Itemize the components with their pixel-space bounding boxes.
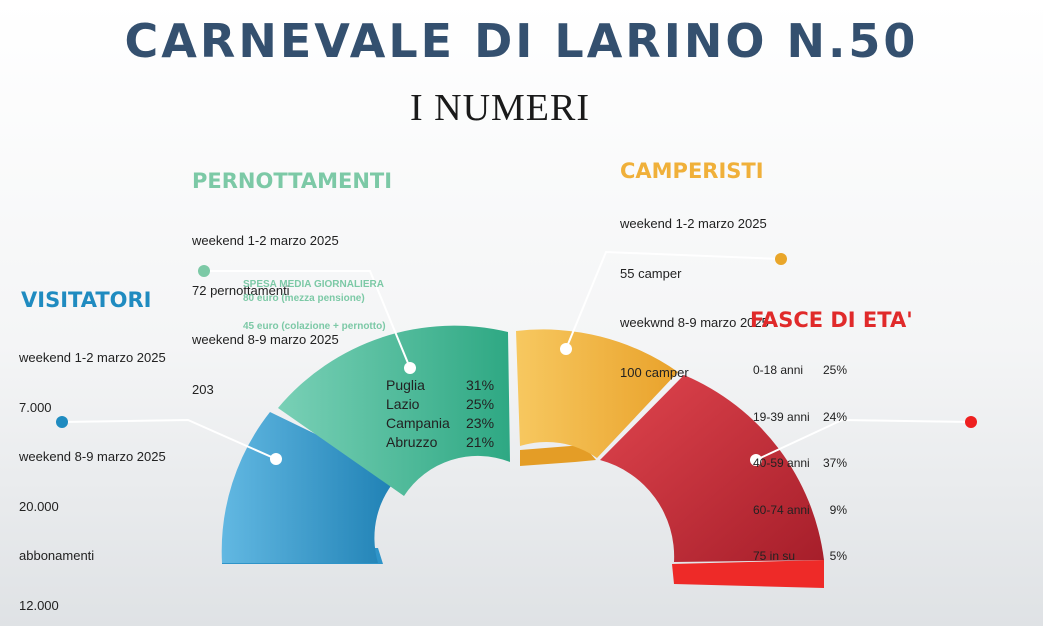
fasce-value: 24% [822,409,847,424]
region-name: Abruzzo [386,434,438,450]
visitatori-dot [56,416,68,428]
pernottamenti-segment [278,325,510,496]
pernottamenti-line: weekend 8-9 marzo 2025 [192,332,339,347]
fasce-row: 0-18 anni 25% [753,363,847,379]
camperisti-heading: CAMPERISTI [620,159,764,183]
fasce-label: 0-18 anni [753,363,804,377]
visitatori-heading: VISITATORI [21,288,152,312]
visitatori-line: 12.000 [19,597,59,613]
camperisti-connector [565,250,782,350]
fasce-list: 0-18 anni 25% 19-39 anni 24% 40-59 anni … [753,332,847,580]
region-name: Campania [386,415,450,431]
pernottamenti-anchor [404,362,416,374]
fasce-connector [755,418,972,461]
camperisti-details: weekend 1-2 marzo 2025 55 camper weekwnd… [620,183,769,398]
spesa-line: SPESA MEDIA GIORNALIERA [243,279,384,290]
fasce-heading: FASCE DI ETA' [750,308,913,332]
visitatori-line: 7.000 [19,399,52,415]
pernottamenti-line: 203 [192,381,214,397]
camperisti-segment [516,329,678,458]
pernottamenti-dot [198,265,210,277]
camperisti-line: weekwnd 8-9 marzo 2025 [620,315,769,330]
pernottamenti-connector [204,270,411,369]
spesa-line [243,306,386,320]
fasce-row: 19-39 anni 24% [753,410,847,426]
camperisti-segment-base [520,445,596,466]
page-title: CARNEVALE DI LARINO N.50 [124,14,919,68]
spesa-line: 45 euro (colazione + pernotto) [243,321,386,332]
fasce-dot [965,416,977,428]
region-value: 21% [466,434,495,450]
region-value: 25% [466,396,495,412]
region-value: 23% [466,415,495,431]
pernottamenti-line: weekend 1-2 marzo 2025 [192,233,339,248]
region-value: 31% [466,377,495,393]
region-name: Puglia [386,377,425,393]
camperisti-anchor [560,343,572,355]
region-row: Lazio 25% [386,395,494,414]
region-name: Lazio [386,396,420,412]
visitatori-segment [221,412,400,563]
region-row: Abruzzo 21% [386,433,494,452]
visitatori-line: weekend 1-2 marzo 2025 [19,350,166,365]
camperisti-line: 55 camper [620,265,682,281]
visitatori-line: weekend 8-9 marzo 2025 [19,449,166,464]
camperisti-dot [775,253,787,265]
fasce-label: 19-39 anni [753,409,810,424]
regions-list: Puglia 31% Lazio 25% Campania 23% Abruzz… [386,376,494,452]
fasce-label: 75 in su [753,549,796,563]
visitatori-line: 20.000 [19,498,59,514]
spesa-media-note: SPESA MEDIA GIORNALIERA 80 euro (mezza p… [243,278,386,334]
pernottamenti-line: 72 pernottamenti [192,282,290,298]
fasce-row: 60-74 anni 9% [753,503,847,519]
page-subtitle: I NUMERI [409,87,591,129]
fasce-label: 40-59 anni [753,456,810,470]
visitatori-details: weekend 1-2 marzo 2025 7.000 weekend 8-9… [19,317,166,631]
camperisti-line: 100 camper [620,364,689,380]
region-row: Campania 23% [386,414,494,433]
fasce-segment [600,375,824,562]
fasce-value: 25% [822,363,847,377]
visitatori-anchor [270,453,282,465]
fasce-segment-base [672,560,824,588]
visitatori-line: abbonamenti [19,548,95,563]
pernottamenti-heading: PERNOTTAMENTI [192,169,393,193]
fasce-row: 40-59 anni 37% [753,456,847,472]
region-row: Puglia 31% [386,376,494,395]
spesa-line: 80 euro (mezza pensione) [243,293,365,304]
fasce-value: 5% [829,549,847,563]
fasce-value: 37% [822,456,847,470]
visitatori-connector [61,418,277,460]
fasce-label: 60-74 anni [753,502,810,517]
pernottamenti-details: weekend 1-2 marzo 2025 72 pernottamenti … [192,200,339,415]
camperisti-line: weekend 1-2 marzo 2025 [620,216,767,231]
fasce-row: 75 in su 5% [753,549,847,565]
fasce-anchor [750,454,762,466]
fasce-value: 9% [829,502,847,517]
